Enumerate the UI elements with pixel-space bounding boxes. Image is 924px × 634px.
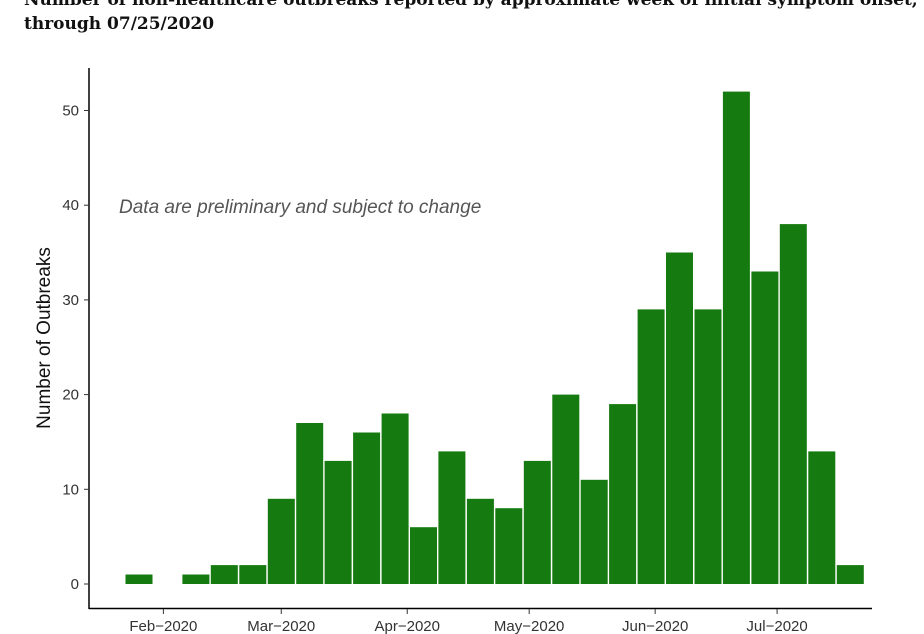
y-tick-label: 40 bbox=[62, 197, 79, 214]
chart-title-line2: through 07/25/2020 bbox=[24, 14, 215, 34]
bar-2020-06-28 bbox=[751, 271, 779, 584]
x-ticks: Feb−2020 Mar−2020 Apr−2020 May−2020 Jun−2020… bbox=[129, 609, 808, 634]
bar-2020-05-17 bbox=[580, 479, 608, 584]
x-tick-label: Jun−2020 bbox=[622, 618, 688, 634]
y-tick-label: 50 bbox=[62, 103, 79, 120]
bar-2020-04-26 bbox=[495, 508, 523, 584]
bar-2020-03-22 bbox=[353, 432, 381, 584]
bar-2020-03-29 bbox=[381, 413, 409, 584]
bar-2020-07-12 bbox=[808, 451, 836, 584]
bar-2020-07-19 bbox=[836, 565, 864, 584]
bar-2020-05-24 bbox=[609, 404, 637, 584]
y-tick-label: 0 bbox=[71, 576, 79, 593]
x-tick-label: Jul−2020 bbox=[746, 618, 807, 634]
x-tick-label: Feb−2020 bbox=[129, 618, 197, 634]
x-tick-label: Apr−2020 bbox=[375, 618, 440, 634]
x-tick-label: May−2020 bbox=[494, 618, 564, 634]
y-tick-label: 20 bbox=[62, 387, 79, 404]
bar-2020-02-23 bbox=[239, 565, 267, 584]
bar-2020-03-08 bbox=[296, 423, 324, 584]
bar-2020-02-16 bbox=[210, 565, 238, 584]
bar-2020-06-21 bbox=[722, 91, 750, 584]
bar-2020-03-01 bbox=[267, 498, 295, 584]
y-tick-label: 10 bbox=[62, 481, 79, 498]
y-tick-label: 30 bbox=[62, 292, 79, 309]
bar-2020-06-07 bbox=[666, 252, 693, 584]
bar-2020-05-03 bbox=[523, 460, 551, 584]
bar-2020-04-05 bbox=[410, 527, 437, 584]
bars-group bbox=[125, 91, 864, 584]
bar-2020-06-14 bbox=[694, 309, 722, 584]
bar-2020-04-12 bbox=[438, 451, 466, 584]
bar-2020-05-10 bbox=[552, 394, 580, 584]
chart-title-line1: Number of non-healthcare outbreaks repor… bbox=[24, 0, 918, 10]
bar-2020-03-15 bbox=[324, 460, 352, 584]
y-ticks: 0 10 20 30 40 50 bbox=[62, 103, 89, 593]
chart-annotation: Data are preliminary and subject to chan… bbox=[119, 197, 481, 218]
x-tick-label: Mar−2020 bbox=[247, 618, 315, 634]
bar-2020-02-09 bbox=[182, 574, 210, 584]
bar-2020-01-26 bbox=[125, 574, 153, 584]
chart-title: Number of non-healthcare outbreaks repor… bbox=[24, 0, 918, 36]
y-axis-title: Number of Outbreaks bbox=[34, 247, 55, 429]
bar-2020-05-31 bbox=[637, 309, 665, 584]
bar-2020-07-05 bbox=[779, 224, 807, 584]
bar-2020-04-19 bbox=[466, 498, 494, 584]
